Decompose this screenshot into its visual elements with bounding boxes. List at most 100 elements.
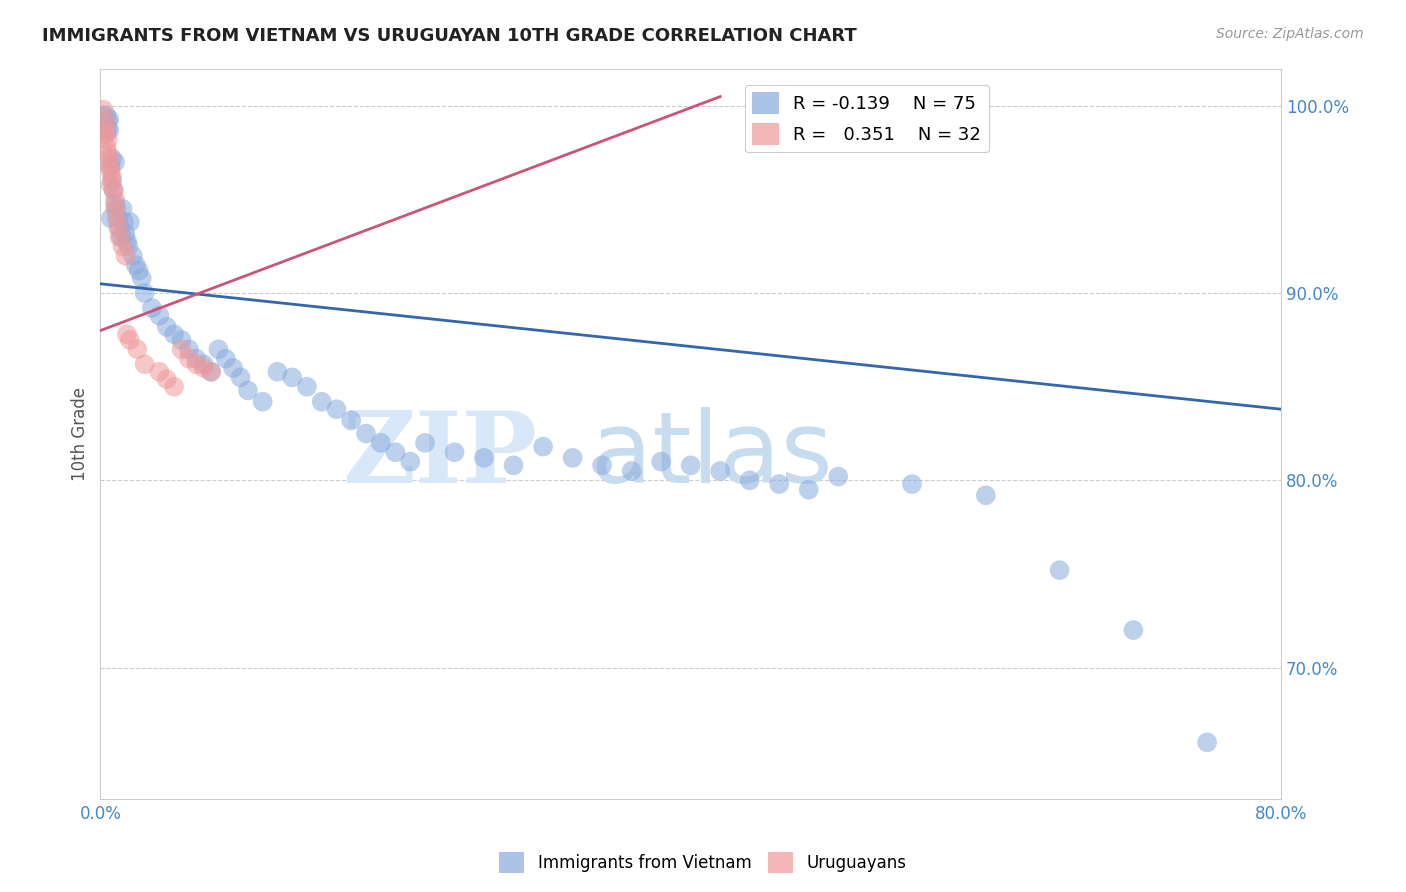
Point (97, 133, 120, 147)
Point (96, 140, 118, 154)
Text: Source: ZipAtlas.com: Source: ZipAtlas.com (1216, 27, 1364, 41)
Point (148, 365, 170, 379)
Text: ZIP: ZIP (342, 407, 537, 504)
Point (100, 211, 122, 226)
Point (281, 370, 304, 384)
Point (399, 454, 422, 468)
Point (384, 445, 406, 459)
Point (91, 108, 114, 122)
Point (222, 361, 245, 376)
Point (98, 152, 121, 166)
Point (1049, 563, 1071, 577)
Point (97, 145, 120, 160)
Point (94, 114, 117, 128)
Point (354, 426, 377, 441)
Point (115, 234, 138, 248)
Point (591, 458, 613, 473)
Point (236, 384, 259, 398)
Point (111, 202, 134, 216)
Point (100, 178, 122, 192)
Point (108, 230, 131, 244)
Point (98, 123, 121, 137)
Point (186, 357, 208, 371)
Point (709, 464, 731, 478)
Legend: Immigrants from Vietnam, Uruguayans: Immigrants from Vietnam, Uruguayans (492, 846, 914, 880)
Point (768, 477, 790, 491)
Point (620, 464, 643, 478)
Point (901, 477, 924, 491)
Point (134, 357, 156, 371)
Text: IMMIGRANTS FROM VIETNAM VS URUGUAYAN 10TH GRADE CORRELATION CHART: IMMIGRANTS FROM VIETNAM VS URUGUAYAN 10T… (42, 27, 856, 45)
Point (1122, 623, 1144, 637)
Point (114, 249, 136, 263)
Point (121, 249, 143, 263)
Point (207, 343, 229, 357)
Point (679, 458, 702, 473)
Point (98, 112, 121, 126)
Point (229, 370, 252, 384)
Point (163, 380, 186, 394)
Point (370, 436, 392, 450)
Point (98, 159, 121, 173)
Point (193, 357, 215, 371)
Point (118, 333, 141, 347)
Point (94, 127, 117, 141)
Point (413, 436, 436, 450)
Y-axis label: 10th Grade: 10th Grade (72, 386, 89, 481)
Point (170, 333, 193, 347)
Point (107, 220, 129, 235)
Point (266, 365, 288, 379)
Point (105, 211, 128, 226)
Point (105, 202, 128, 216)
Point (96, 121, 118, 136)
Point (1197, 735, 1219, 749)
Point (96, 108, 118, 122)
Point (148, 309, 170, 323)
Point (200, 365, 222, 379)
Point (104, 193, 127, 207)
Legend: R = -0.139    N = 75, R =   0.351    N = 32: R = -0.139 N = 75, R = 0.351 N = 32 (745, 85, 988, 153)
Point (103, 183, 125, 197)
Point (101, 174, 124, 188)
Point (252, 394, 274, 409)
Point (117, 239, 139, 253)
Point (134, 286, 156, 301)
Point (311, 394, 333, 409)
Point (650, 454, 672, 468)
Text: atlas: atlas (591, 407, 832, 504)
Point (112, 215, 135, 229)
Point (100, 164, 122, 178)
Point (104, 155, 127, 169)
Point (127, 343, 149, 357)
Point (472, 450, 495, 465)
Point (94, 118, 117, 132)
Point (97, 114, 120, 128)
Point (111, 239, 134, 253)
Point (156, 319, 179, 334)
Point (108, 220, 131, 235)
Point (827, 469, 849, 483)
Point (96, 127, 118, 141)
Point (295, 380, 318, 394)
Point (131, 271, 153, 285)
Point (738, 473, 761, 487)
Point (100, 159, 122, 173)
Point (118, 215, 141, 229)
Point (531, 440, 554, 454)
Point (125, 258, 148, 272)
Point (115, 327, 138, 342)
Point (974, 488, 997, 502)
Point (797, 483, 820, 497)
Point (114, 226, 136, 240)
Point (156, 372, 179, 386)
Point (141, 301, 163, 315)
Point (340, 413, 363, 427)
Point (502, 458, 524, 473)
Point (104, 196, 127, 211)
Point (110, 230, 132, 244)
Point (177, 343, 200, 357)
Point (561, 450, 583, 465)
Point (97, 121, 120, 136)
Point (101, 152, 124, 166)
Point (186, 351, 208, 366)
